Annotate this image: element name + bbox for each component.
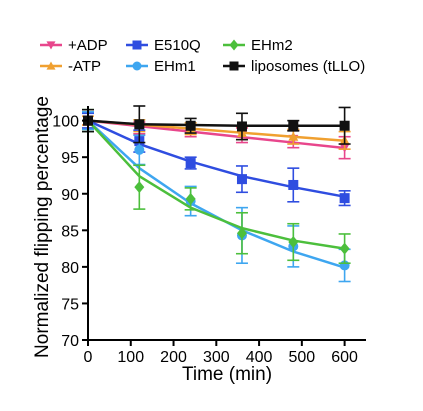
y-tick-label: 70: [61, 333, 79, 350]
data-point: [236, 121, 247, 132]
y-tick-label: 95: [61, 150, 79, 167]
data-point: [288, 236, 299, 249]
data-point: [134, 119, 145, 130]
legend-label: EHm2: [251, 37, 293, 54]
x-tick-label: 500: [288, 349, 315, 366]
legend-label: E510Q: [154, 37, 201, 54]
x-tick-label: 100: [117, 349, 144, 366]
x-tick-label: 300: [203, 349, 230, 366]
data-point: [134, 144, 145, 155]
data-point: [288, 120, 299, 131]
legend-label: +ADP: [68, 37, 108, 54]
data-point: [185, 120, 196, 131]
legend-item: EHm2: [223, 37, 293, 54]
legend-item: +ADP: [40, 37, 108, 54]
series-6: [82, 105, 351, 145]
data-point: [288, 179, 299, 190]
legend-marker: [229, 39, 239, 51]
y-tick-label: 85: [61, 223, 79, 240]
series-layer: [82, 105, 351, 283]
series-5: [82, 108, 351, 265]
legend-marker: [46, 61, 56, 70]
fit-line: [87, 119, 345, 269]
legend-item: -ATP: [40, 58, 101, 75]
fit-line: [87, 119, 345, 250]
y-axis-ticks: 70 75 80 85 90 95 100: [52, 114, 88, 350]
legend-item: liposomes (tLLO): [223, 58, 365, 75]
data-point: [236, 227, 247, 240]
y-tick-label: 100: [52, 114, 79, 131]
data-point: [185, 158, 196, 169]
y-tick-label: 75: [61, 296, 79, 313]
x-axis-ticks: 0 100 200 300 400 500 600: [84, 340, 358, 366]
legend-label: -ATP: [68, 58, 101, 75]
x-tick-label: 600: [331, 349, 358, 366]
x-tick-label: 200: [160, 349, 187, 366]
chart-axes: 70 75 80 85 90 95 100 0 100 200 300 400 500 600: [52, 106, 366, 366]
data-point: [339, 193, 350, 204]
legend-marker: [132, 40, 142, 50]
data-point: [339, 120, 350, 131]
legend-label: liposomes (tLLO): [251, 58, 365, 75]
legend-item: E510Q: [126, 37, 201, 54]
fit-line: [87, 119, 345, 198]
x-axis-label: Time (min): [182, 364, 272, 385]
data-point: [236, 174, 247, 185]
legend-item: EHm1: [126, 58, 196, 75]
y-tick-label: 90: [61, 187, 79, 204]
legend-label: EHm1: [154, 58, 196, 75]
legend-marker: [132, 61, 142, 71]
chart-legend: +ADP E510Q EHm2 -ATP EHm1 liposomes (tLLO): [40, 37, 365, 75]
legend-marker: [46, 41, 56, 50]
x-tick-label: 400: [246, 349, 273, 366]
fit-line: [87, 119, 345, 127]
data-point: [288, 131, 299, 141]
data-point: [134, 181, 145, 194]
x-tick-label: 0: [84, 349, 93, 366]
data-point: [339, 242, 350, 255]
y-axis-label: Normalized flipping percentage: [32, 96, 53, 358]
legend-marker: [229, 61, 239, 71]
y-tick-label: 80: [61, 260, 79, 277]
data-point: [185, 192, 196, 205]
